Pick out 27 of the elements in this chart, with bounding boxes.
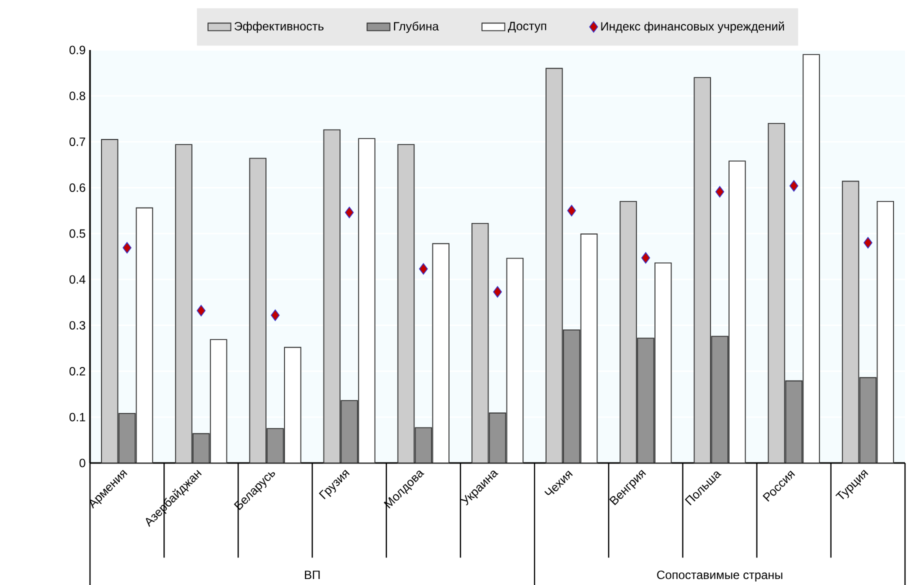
point [196, 304, 206, 316]
point [715, 186, 724, 198]
y-tick-label: 0.6 [70, 183, 86, 192]
y-tick-label: 0 [80, 458, 86, 468]
point [493, 286, 502, 298]
point [864, 237, 872, 248]
legend-label: Глубина [394, 22, 439, 33]
point [789, 180, 798, 192]
point [567, 204, 576, 216]
point [641, 252, 650, 264]
point [419, 263, 428, 275]
legend-label: Индекс финансовых учреждений [601, 22, 784, 33]
y-tick-label: 0.7 [70, 138, 86, 146]
y-tick-label: 0.8 [70, 92, 86, 100]
legend-label: Эффективность [234, 22, 324, 33]
legend-label: Доступ [508, 22, 546, 33]
text: Сопоставимые страны [657, 570, 782, 582]
y-tick-label: 0.1 [70, 412, 86, 422]
point [344, 206, 354, 218]
y-tick-label: 0.4 [70, 275, 86, 284]
text: ВП [304, 570, 320, 579]
y-tick-label: 0.3 [70, 321, 86, 330]
y-tick-label: 0.9 [70, 46, 86, 54]
point [270, 310, 280, 321]
point [122, 242, 132, 254]
y-tick-label: 0.5 [70, 229, 86, 238]
y-tick-label: 0.2 [70, 366, 86, 376]
